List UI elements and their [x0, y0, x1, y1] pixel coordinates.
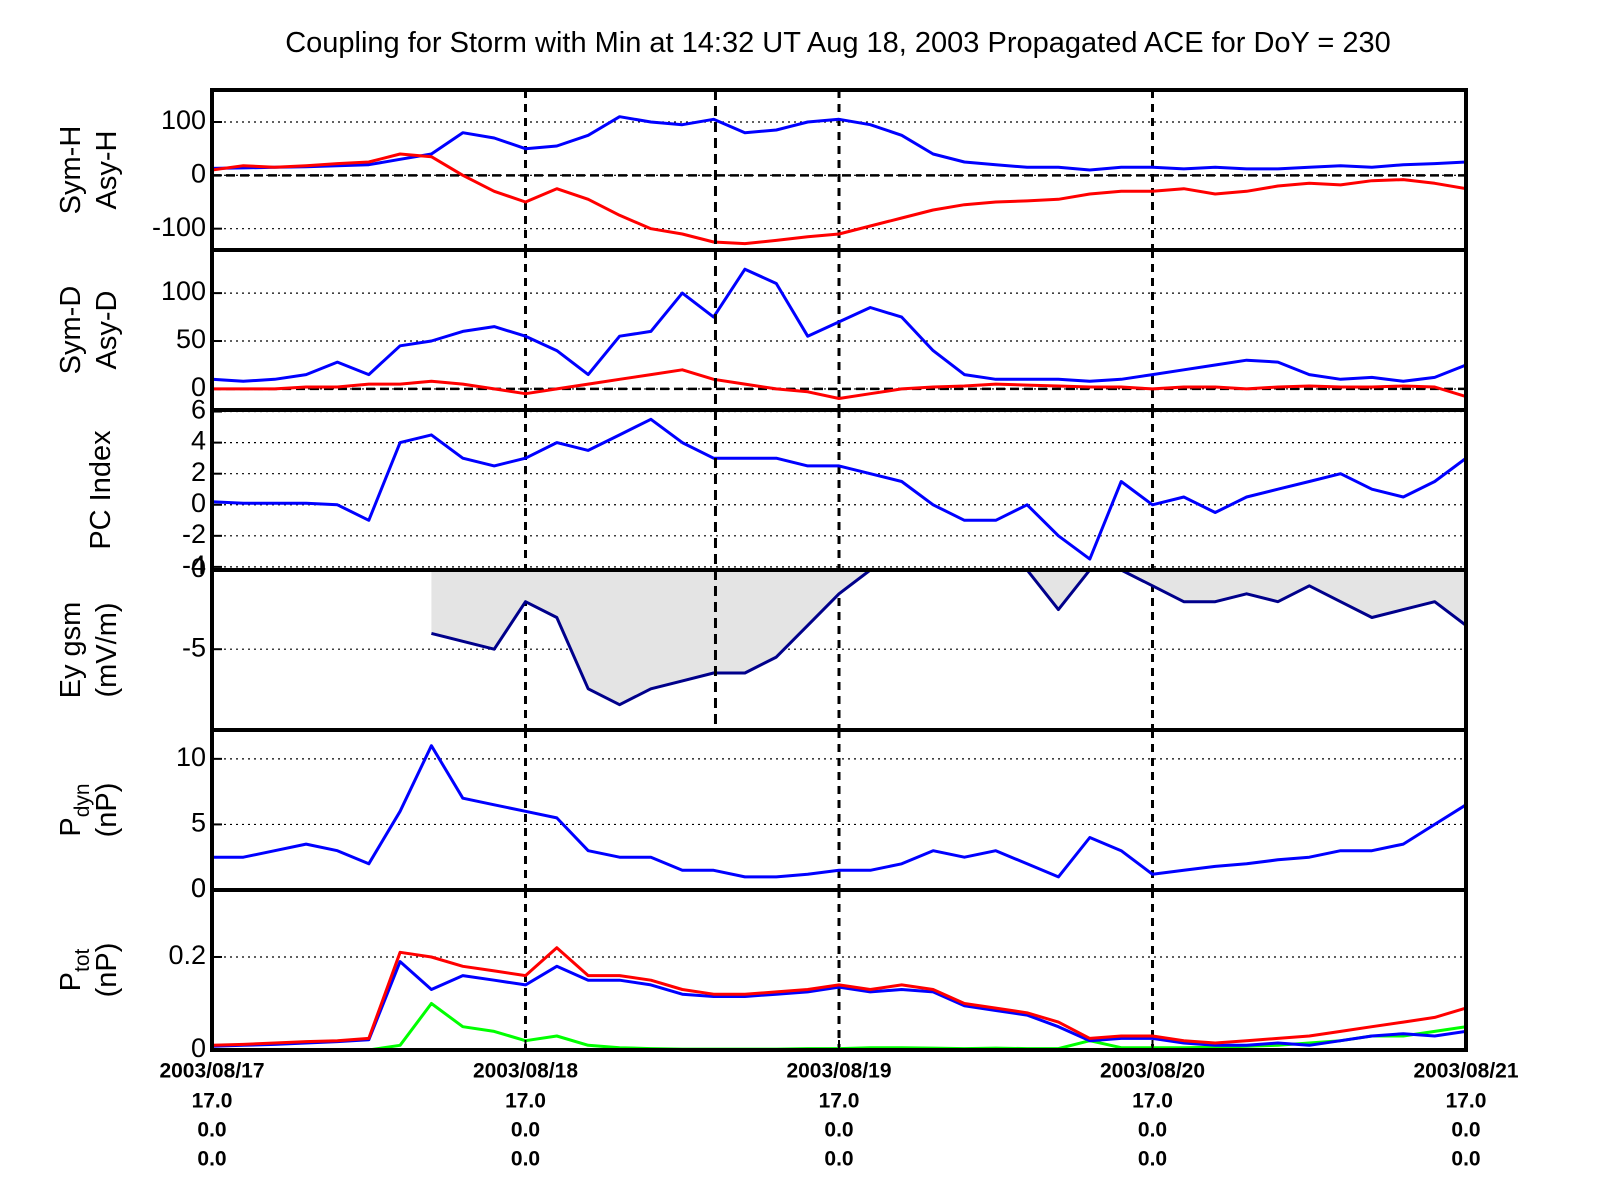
y-tick-label: 0: [191, 553, 206, 583]
chart-title: Coupling for Storm with Min at 14:32 UT …: [285, 27, 1391, 59]
x-tick-label: 2003/08/17: [159, 1060, 264, 1083]
x-tick-sublabel: 0.0: [197, 1119, 226, 1142]
y-axis-label-main: P: [55, 817, 87, 836]
plot-area: [431, 570, 1466, 707]
x-tick-sublabel: 17.0: [819, 1090, 860, 1113]
y-tick-label: 4: [191, 426, 206, 456]
y-tick-label: -5: [182, 632, 206, 662]
area: [431, 570, 1466, 705]
y-tick-label: 0: [191, 488, 206, 518]
series-line: [212, 946, 1466, 1047]
x-tick-sublabel: 0.0: [1138, 1119, 1167, 1142]
y-axis-label: Pdyn: [55, 783, 94, 836]
x-tick-sublabel: 17.0: [1132, 1090, 1173, 1113]
series-line: [212, 417, 1466, 561]
y-axis-label-main: P: [55, 972, 87, 991]
panel: -100 0 100 Sym-H Asy-H: [55, 88, 1468, 252]
y-tick-label: 0.2: [168, 940, 206, 970]
y-tick-label: 100: [161, 276, 206, 306]
y-axis-label: (mV/m): [91, 602, 123, 697]
y-tick-label: 50: [176, 324, 206, 354]
y-axis-label: (nP): [91, 783, 123, 838]
y-tick-label: 2: [191, 457, 206, 487]
x-tick-label: 2003/08/20: [1100, 1060, 1205, 1083]
plot-area: [212, 744, 1466, 879]
x-tick-sublabel: 0.0: [1451, 1148, 1480, 1171]
x-tick-sublabel: 0.0: [511, 1119, 540, 1142]
x-tick-sublabel: 0.0: [1138, 1148, 1167, 1171]
y-axis-label: Ptot: [55, 948, 94, 991]
y-axis-label: Asy-D: [91, 291, 123, 370]
series-line: [212, 267, 1466, 383]
series-line: [212, 744, 1466, 879]
series-line: [431, 570, 1466, 707]
plot-area: [212, 267, 1466, 400]
y-tick-label: 6: [191, 395, 206, 425]
y-tick-label: 100: [161, 105, 206, 135]
panel: 0 0.2 0 Ptot(nP) 2003/08/17 17.0 0.0 0.0 2003/08…: [55, 873, 1519, 1170]
y-axis-label: Ey gsm: [55, 602, 87, 699]
x-tick-sublabel: 17.0: [192, 1090, 233, 1113]
y-axis-label: Sym-H: [55, 126, 87, 215]
y-tick-label: 0: [191, 873, 206, 903]
x-tick-sublabel: 0.0: [197, 1148, 226, 1171]
series-line: [212, 368, 1466, 400]
y-axis-label: PC Index: [85, 430, 117, 550]
y-axis-label: (nP): [91, 943, 123, 998]
y-tick-label: 0: [191, 873, 206, 903]
y-tick-label: -4: [182, 550, 206, 580]
y-axis-label-sub: tot: [71, 948, 94, 972]
y-tick-label: -100: [152, 212, 206, 242]
y-tick-label: 10: [176, 742, 206, 772]
y-axis-label: Asy-H: [91, 131, 123, 210]
series-line: [212, 152, 1466, 246]
x-tick-sublabel: 0.0: [824, 1148, 853, 1171]
plot-area: [212, 115, 1466, 246]
x-tick-sublabel: 0.0: [1451, 1119, 1480, 1142]
y-tick-label: -2: [182, 519, 206, 549]
y-axis-label: Sym-D: [55, 286, 87, 375]
x-tick-sublabel: 17.0: [1446, 1090, 1487, 1113]
series-line: [212, 960, 1466, 1048]
x-tick-label: 2003/08/18: [473, 1060, 578, 1083]
x-tick-label: 2003/08/19: [786, 1060, 891, 1083]
panel: 0 50 100 Sym-D Asy-D: [55, 248, 1468, 412]
y-tick-label: 5: [191, 808, 206, 838]
plot-area: [212, 417, 1466, 561]
y-axis-label-sub: dyn: [71, 783, 94, 817]
x-tick-sublabel: 17.0: [505, 1090, 546, 1113]
y-tick-label: 0: [191, 1033, 206, 1063]
y-tick-label: 0: [191, 158, 206, 188]
x-tick-label: 2003/08/21: [1413, 1060, 1518, 1083]
y-tick-label: 0: [191, 372, 206, 402]
x-tick-sublabel: 0.0: [824, 1119, 853, 1142]
x-tick-sublabel: 0.0: [511, 1148, 540, 1171]
